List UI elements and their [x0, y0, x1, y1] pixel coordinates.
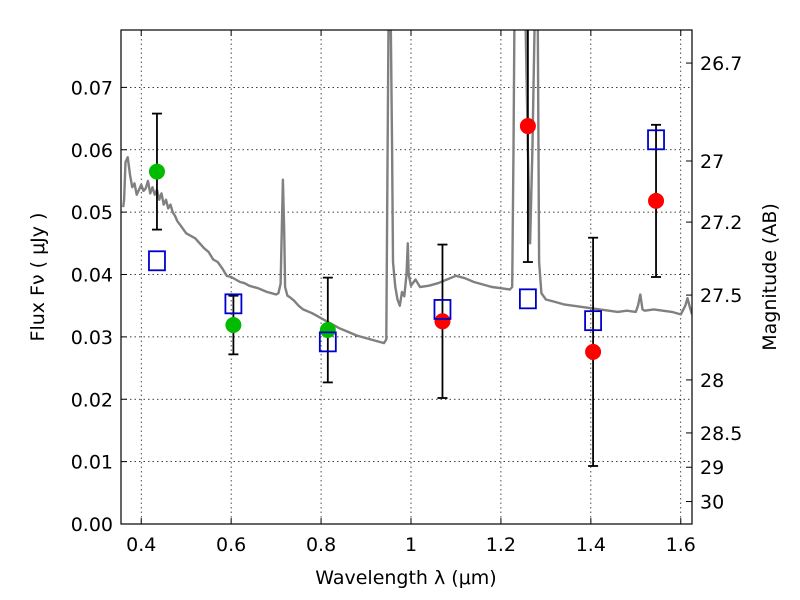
right-tick-label: 30 — [700, 492, 724, 514]
y-tick-label: 0.06 — [71, 140, 113, 162]
y-tick-label: 0.03 — [71, 327, 113, 349]
data-point — [648, 192, 665, 209]
x-tick-label: 0.8 — [306, 534, 336, 556]
x-tick-label: 0.6 — [216, 534, 246, 556]
right-tick-label: 27.5 — [700, 285, 742, 307]
right-tick-label: 26.7 — [700, 53, 742, 75]
model-square — [433, 299, 452, 320]
x-tick-label: 0.4 — [126, 534, 156, 556]
data-point — [148, 163, 165, 180]
right-tick-label: 28 — [700, 370, 724, 392]
plot-frame — [120, 29, 693, 525]
x-tick-label: 1 — [405, 534, 417, 556]
y-tick-label: 0.02 — [71, 389, 113, 411]
y-tick-label: 0.04 — [71, 265, 113, 287]
model-square — [224, 293, 243, 315]
data-point — [434, 313, 451, 330]
model-square — [647, 129, 665, 151]
axis-layer: 0.4 0.6 0.8 1 1.2 1.4 1.6 0.00 0.01 0.02 0.03 0.04 0… — [71, 30, 742, 556]
model-square — [584, 310, 602, 332]
right-tick-label: 27.2 — [700, 212, 742, 234]
spectrum-line — [122, 30, 692, 345]
y-tick-label: 0.05 — [71, 202, 113, 224]
model-square — [318, 331, 337, 353]
x-tick-label: 1.6 — [666, 534, 696, 556]
right-tick-label: 29 — [700, 457, 724, 479]
right-tick-label: 27 — [700, 151, 724, 173]
x-tick-label: 1.4 — [576, 534, 606, 556]
right-tick-label: 28.5 — [700, 423, 742, 445]
x-axis-label: Wavelength λ (μm) — [315, 567, 496, 589]
x-tick-label: 1.2 — [486, 534, 516, 556]
grid — [121, 30, 692, 524]
right-axis-label: Magnitude (AB) — [759, 203, 781, 351]
data-point — [585, 343, 602, 360]
series-layer — [122, 30, 692, 467]
data-point — [519, 118, 536, 135]
y-tick-label: 0.07 — [71, 77, 113, 99]
y-axis-label: Flux Fν ( μJy ) — [27, 213, 49, 342]
y-tick-label: 0.00 — [71, 514, 113, 536]
y-tick-label: 0.01 — [71, 452, 113, 474]
model-square — [148, 250, 166, 272]
data-point — [319, 322, 336, 339]
model-square — [518, 288, 537, 310]
data-point — [225, 317, 242, 334]
